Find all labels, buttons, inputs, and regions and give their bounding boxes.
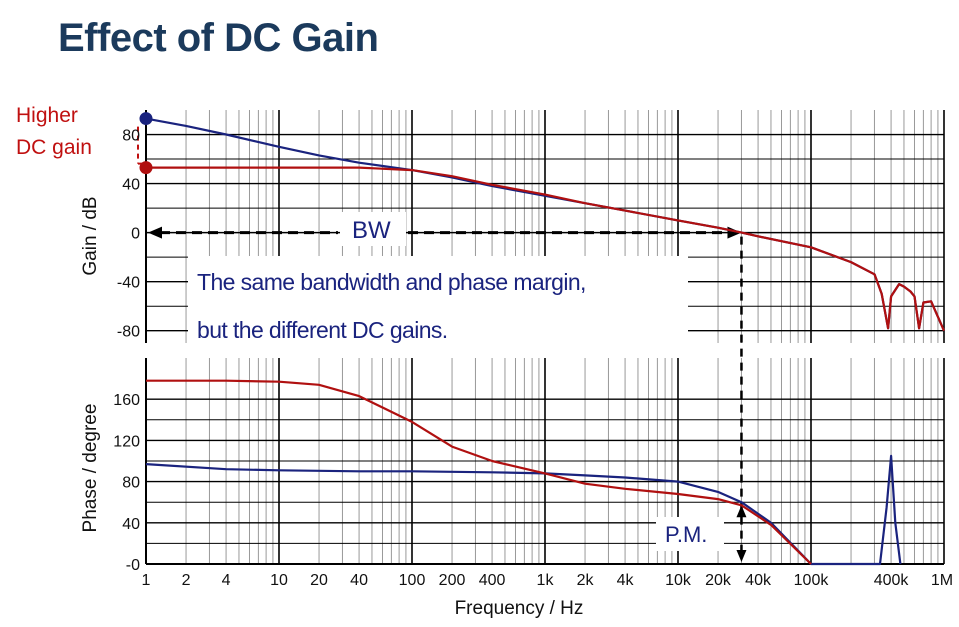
gain-series	[137, 112, 946, 332]
xtick-label: 20k	[705, 572, 732, 589]
xtick-label: 4	[222, 572, 231, 589]
xtick-label: 10	[270, 572, 288, 589]
xtick-label: 20	[310, 572, 328, 589]
bw-label: BW	[352, 217, 391, 244]
gain-ytick-label: 0	[131, 226, 140, 243]
bw-arrowhead-left	[148, 226, 162, 239]
phase-ytick-label: 120	[113, 433, 140, 450]
xtick-label: 1	[142, 572, 151, 589]
xtick-label: 2k	[577, 572, 595, 589]
gain-ytick-label: -80	[117, 324, 140, 341]
xtick-label: 200	[439, 572, 466, 589]
xtick-label: 1k	[537, 572, 555, 589]
gain-ytick-label: -40	[117, 275, 140, 292]
phase-axis-label: Phase / degree	[80, 404, 101, 533]
phase-ytick-label: 80	[122, 475, 140, 492]
pm-arrowhead-top	[736, 505, 747, 518]
xtick-label: 1M	[931, 572, 953, 589]
phase-series-1	[146, 379, 812, 565]
page-title: Effect of DC Gain	[58, 16, 379, 60]
xtick-label: 10k	[665, 572, 692, 589]
phase-series	[145, 379, 902, 566]
gain-axis-label: Gain / dB	[80, 196, 101, 275]
higher-label: Higher	[16, 104, 78, 127]
bw-label-bg	[340, 212, 406, 246]
frequency-axis-label: Frequency / Hz	[455, 598, 584, 619]
pm-arrowhead-bottom	[736, 550, 747, 562]
phase-ytick-label: 160	[113, 392, 140, 409]
dc-gain-marker-high	[139, 112, 153, 126]
gain-ytick-label: 80	[122, 128, 140, 145]
annotation-box	[188, 256, 688, 356]
gain-series-1	[146, 166, 946, 332]
xtick-label: 40	[350, 572, 368, 589]
phase-plot-grid	[145, 358, 945, 565]
annotation-line-2: but the different DC gains.	[197, 317, 448, 343]
pm-label-bg	[656, 517, 724, 551]
xtick-label: 400	[479, 572, 506, 589]
dc-gain-marker-low	[139, 161, 153, 175]
annotation-line-1: The same bandwidth and phase margin,	[197, 269, 586, 295]
phase-margin-label: P.M.	[665, 522, 707, 547]
xtick-label: 100	[399, 572, 426, 589]
dc-gain-label: DC gain	[16, 136, 92, 159]
xtick-label: 2	[182, 572, 191, 589]
xtick-label: 4k	[617, 572, 635, 589]
gain-ytick-label: 40	[122, 177, 140, 194]
xtick-label: 100k	[794, 572, 830, 589]
phase-series-0	[145, 454, 902, 566]
xtick-label: 400k	[874, 572, 910, 589]
phase-ytick-label: -0	[126, 557, 140, 574]
xtick-label: 40k	[745, 572, 772, 589]
phase-ytick-label: 40	[122, 516, 140, 533]
